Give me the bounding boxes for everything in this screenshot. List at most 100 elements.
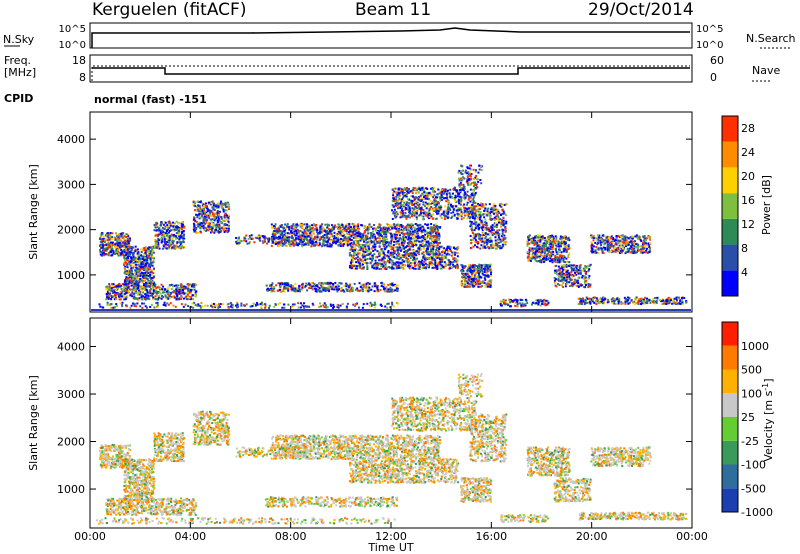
data-cell <box>392 197 395 200</box>
data-cell <box>391 236 394 239</box>
data-cell <box>128 238 131 241</box>
data-cell <box>382 252 385 255</box>
data-cell <box>216 230 219 233</box>
data-cell <box>456 252 459 255</box>
data-cell <box>217 225 220 228</box>
data-cell <box>446 207 449 210</box>
data-cell <box>363 226 366 229</box>
data-cell <box>315 241 318 244</box>
data-cell <box>326 232 329 235</box>
data-cell <box>389 283 392 286</box>
data-cell <box>415 235 418 238</box>
data-cell <box>444 255 447 258</box>
data-cell <box>104 238 107 241</box>
data-cell <box>130 293 133 296</box>
data-cell <box>456 263 459 266</box>
data-cell <box>350 250 353 253</box>
data-cell <box>388 261 391 264</box>
data-cell <box>223 214 226 217</box>
data-cell <box>170 295 173 298</box>
data-cell <box>348 284 351 287</box>
data-cell <box>430 255 433 258</box>
data-cell <box>410 240 413 243</box>
data-cell <box>422 228 425 231</box>
data-cell <box>412 241 415 244</box>
data-cell <box>120 252 123 255</box>
data-cell <box>430 206 433 209</box>
data-cell <box>434 206 437 209</box>
data-cell <box>428 263 431 266</box>
data-cell <box>207 225 210 228</box>
data-cell <box>125 259 128 262</box>
data-cell <box>133 289 136 292</box>
data-cell <box>109 232 112 235</box>
data-cell <box>141 295 144 298</box>
data-cell <box>350 263 353 266</box>
data-cell <box>366 262 369 265</box>
data-cell <box>400 211 403 214</box>
data-cell <box>372 250 375 253</box>
data-cell <box>285 284 288 287</box>
data-cell <box>108 285 111 288</box>
data-cell <box>359 289 362 292</box>
data-cell <box>286 285 289 288</box>
data-cell <box>395 261 398 264</box>
data-cell <box>350 257 353 260</box>
data-cell <box>156 245 159 248</box>
data-cell <box>140 285 143 288</box>
data-cell <box>403 264 406 267</box>
data-cell <box>329 245 332 248</box>
data-cell <box>248 242 251 245</box>
data-cell <box>365 225 368 228</box>
data-cell <box>460 197 463 200</box>
data-cell <box>338 232 341 235</box>
data-cell <box>195 290 198 293</box>
data-cell <box>263 240 266 243</box>
data-cell <box>277 243 280 246</box>
power-data-cells <box>91 164 691 311</box>
data-cell <box>384 263 387 266</box>
data-cell <box>136 293 139 296</box>
data-cell <box>391 217 394 220</box>
data-cell <box>331 226 334 229</box>
data-cell <box>114 295 117 298</box>
data-cell <box>310 234 313 237</box>
data-cell <box>162 285 165 288</box>
data-cell <box>410 254 413 257</box>
data-cell <box>375 263 378 266</box>
data-cell <box>442 255 445 258</box>
data-cell <box>181 235 184 238</box>
data-cell <box>128 243 131 246</box>
data-cell <box>346 223 349 226</box>
data-cell <box>220 200 223 203</box>
data-cell <box>462 193 465 196</box>
data-cell <box>273 287 276 290</box>
data-cell <box>145 283 148 286</box>
data-cell <box>358 282 361 285</box>
data-cell <box>354 228 357 231</box>
data-cell <box>110 245 113 248</box>
data-cell <box>288 236 291 239</box>
data-cell <box>425 202 428 205</box>
data-cell <box>188 288 191 291</box>
data-cell <box>309 231 312 234</box>
data-cell <box>308 283 311 286</box>
data-cell <box>244 237 247 240</box>
data-cell <box>300 226 303 229</box>
data-cell <box>319 225 322 228</box>
data-cell <box>376 240 379 243</box>
data-cell <box>274 223 277 226</box>
data-cell <box>329 228 332 231</box>
data-cell <box>280 284 283 287</box>
data-cell <box>417 251 420 254</box>
data-cell <box>401 198 404 201</box>
data-cell <box>398 194 401 197</box>
data-cell <box>399 261 402 264</box>
data-cell <box>127 257 130 260</box>
data-cell <box>300 223 303 226</box>
data-cell <box>415 218 418 221</box>
data-cell <box>340 282 343 285</box>
data-cell <box>357 242 360 245</box>
data-cell <box>124 282 127 285</box>
data-cell <box>349 261 352 264</box>
